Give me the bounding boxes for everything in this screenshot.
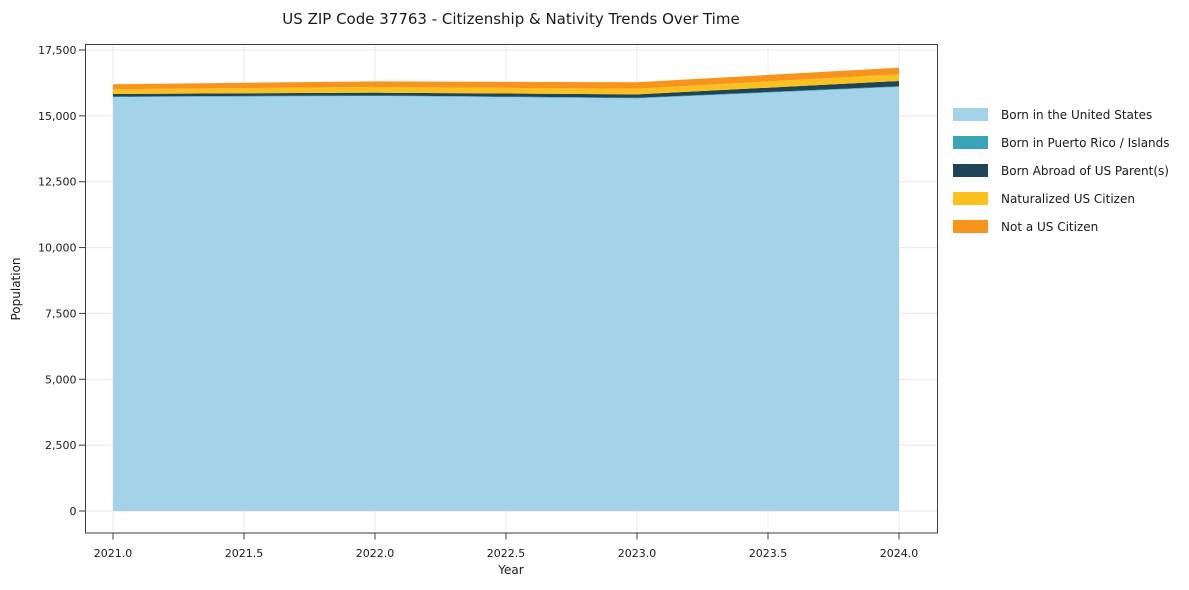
x-tick-label: 2023.5 [749, 547, 788, 560]
y-tick-label: 17,500 [38, 44, 77, 57]
y-tick-label: 7,500 [45, 307, 77, 320]
legend-swatch-born-in-the-united-states [953, 108, 988, 121]
legend-swatch-not-a-us-citizen [953, 220, 988, 233]
legend-swatch-born-in-puerto-rico-islands [953, 136, 988, 149]
area-not-a-us-citizen [113, 67, 899, 90]
y-tick-label: 2,500 [45, 439, 77, 452]
area-born-abroad-of-us-parent-s [113, 80, 899, 98]
legend-label-born-in-the-united-states: Born in the United States [1001, 108, 1152, 122]
legend-swatch-naturalized-us-citizen [953, 192, 988, 205]
stacked-areas [113, 67, 899, 511]
x-tick-label: 2022.5 [487, 547, 526, 560]
legend-label-born-abroad-of-us-parent-s: Born Abroad of US Parent(s) [1001, 164, 1169, 178]
area-born-in-the-united-states [113, 86, 899, 511]
plot-border [85, 44, 938, 534]
axes [79, 44, 938, 540]
chart-title: US ZIP Code 37763 - Citizenship & Nativi… [282, 10, 739, 28]
x-tick-label: 2024.0 [880, 547, 919, 560]
tick-labels: 2021.0 2021.5 2022.0 2022.5 2023.0 2023.5 2024… [38, 44, 918, 560]
legend-label-naturalized-us-citizen: Naturalized US Citizen [1001, 192, 1135, 206]
y-tick-label: 10,000 [38, 242, 77, 255]
area-naturalized-us-citizen [113, 74, 899, 95]
y-tick-label: 15,000 [38, 110, 77, 123]
y-axis-label: Population [9, 257, 23, 320]
y-tick-label: 12,500 [38, 176, 77, 189]
x-tick-label: 2022.0 [356, 547, 395, 560]
area-born-in-puerto-rico-islands [113, 86, 899, 99]
x-tick-label: 2021.0 [94, 547, 133, 560]
legend-label-born-in-puerto-rico-islands: Born in Puerto Rico / Islands [1001, 136, 1170, 150]
y-tick-label: 0 [70, 505, 77, 518]
legend: Born in the United States Born in Puerto … [953, 108, 1170, 234]
x-tick-label: 2021.5 [225, 547, 264, 560]
legend-label-not-a-us-citizen: Not a US Citizen [1001, 220, 1098, 234]
y-tick-label: 5,000 [45, 373, 77, 386]
legend-swatch-born-abroad-of-us-parent-s [953, 164, 988, 177]
x-axis-label: Year [497, 563, 523, 577]
x-tick-label: 2023.0 [618, 547, 657, 560]
